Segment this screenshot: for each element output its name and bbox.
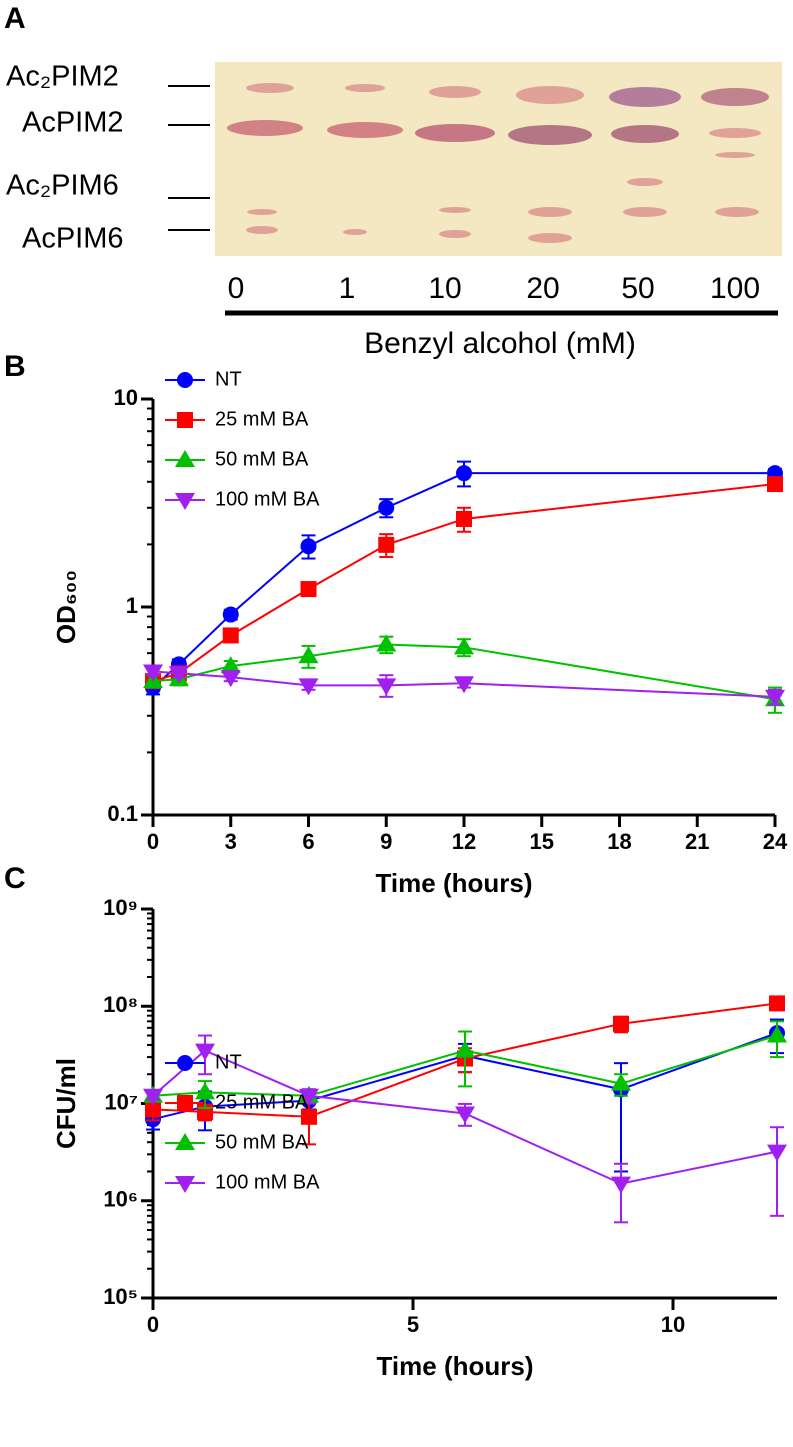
legend-label: 25 mM BA bbox=[215, 1091, 309, 1113]
x-tick-label: 5 bbox=[407, 1312, 419, 1337]
x-axis-title: Benzyl alcohol (mM) bbox=[364, 327, 636, 360]
marker bbox=[143, 664, 163, 682]
marker bbox=[222, 606, 239, 623]
y-tick-label: 10 bbox=[114, 385, 138, 410]
band-label: AcPIM2 bbox=[22, 107, 124, 139]
band-label: Ac₂PIM6 bbox=[6, 170, 119, 202]
marker bbox=[298, 678, 319, 696]
marker bbox=[454, 637, 474, 655]
marker bbox=[300, 581, 317, 598]
marker bbox=[175, 1133, 195, 1150]
lane-label: 0 bbox=[228, 272, 245, 305]
marker bbox=[300, 538, 317, 555]
x-tick-label: 3 bbox=[225, 829, 237, 854]
x-tick-label: 21 bbox=[685, 829, 709, 854]
legend-label: 100 mM BA bbox=[215, 488, 320, 510]
marker bbox=[143, 1088, 163, 1106]
marker bbox=[220, 656, 241, 674]
marker bbox=[454, 676, 474, 694]
series-line bbox=[152, 1034, 778, 1097]
legend-label: 100 mM BA bbox=[215, 1171, 320, 1193]
legend-label: 25 mM BA bbox=[215, 408, 309, 430]
marker bbox=[301, 1108, 317, 1125]
x-tick-label: 6 bbox=[302, 829, 314, 854]
legend-label: NT bbox=[215, 368, 242, 390]
x-tick-label: 0 bbox=[147, 829, 159, 854]
marker bbox=[222, 627, 239, 644]
marker bbox=[455, 1040, 475, 1058]
error-bar bbox=[770, 1126, 784, 1217]
marker bbox=[177, 1095, 193, 1111]
y-tick-label: 1 bbox=[126, 593, 138, 618]
y-tick-label: 10⁷ bbox=[104, 1089, 138, 1114]
panel-label: B bbox=[4, 350, 26, 383]
legend-label: NT bbox=[215, 1051, 242, 1073]
lane-label: 10 bbox=[428, 272, 461, 305]
marker bbox=[376, 634, 397, 652]
y-axis-title: CFU/ml bbox=[51, 1058, 81, 1149]
x-tick-label: 0 bbox=[147, 1312, 159, 1337]
marker bbox=[769, 995, 785, 1012]
marker bbox=[145, 1101, 161, 1118]
marker bbox=[195, 1043, 215, 1061]
marker bbox=[220, 670, 241, 688]
marker bbox=[767, 476, 783, 493]
marker bbox=[611, 1073, 631, 1091]
legend-label: 50 mM BA bbox=[215, 1131, 309, 1153]
panel-label: A bbox=[4, 2, 26, 35]
marker bbox=[767, 1025, 787, 1043]
lane-label: 100 bbox=[710, 272, 760, 305]
y-tick-label: 0.1 bbox=[107, 801, 138, 826]
marker bbox=[175, 450, 195, 467]
series-line bbox=[152, 1049, 778, 1185]
marker bbox=[175, 1176, 195, 1193]
legend-label: 50 mM BA bbox=[215, 448, 309, 470]
series-line bbox=[152, 1032, 778, 1121]
marker bbox=[175, 493, 195, 510]
y-tick-label: 10⁸ bbox=[103, 992, 138, 1017]
x-tick-label: 15 bbox=[530, 829, 554, 854]
band-label: Ac₂PIM2 bbox=[6, 61, 119, 93]
panel-label: C bbox=[4, 862, 26, 895]
lane-label: 20 bbox=[526, 272, 559, 305]
series-line bbox=[152, 1002, 778, 1118]
marker bbox=[456, 465, 472, 482]
x-tick-label: 12 bbox=[452, 829, 476, 854]
marker bbox=[378, 536, 395, 553]
band-ticks bbox=[168, 85, 210, 231]
x-tick-label: 24 bbox=[763, 829, 788, 854]
tlc-plate bbox=[215, 62, 782, 256]
marker bbox=[767, 1144, 787, 1162]
marker bbox=[611, 1176, 631, 1194]
y-tick-label: 10⁵ bbox=[103, 1284, 138, 1309]
band-label: AcPIM6 bbox=[22, 223, 124, 255]
y-axis-title: OD₆₀₀ bbox=[51, 570, 81, 644]
marker bbox=[177, 372, 193, 388]
marker bbox=[298, 646, 319, 664]
x-tick-label: 18 bbox=[607, 829, 631, 854]
marker bbox=[168, 666, 189, 684]
x-tick-label: 9 bbox=[380, 829, 392, 854]
marker bbox=[177, 1055, 193, 1071]
x-axis-title: Time (hours) bbox=[377, 1351, 534, 1381]
marker bbox=[195, 1082, 215, 1100]
marker bbox=[378, 499, 395, 516]
marker bbox=[613, 1015, 629, 1032]
marker bbox=[455, 1106, 475, 1124]
lane-label: 50 bbox=[621, 272, 654, 305]
marker bbox=[765, 689, 785, 707]
marker bbox=[376, 678, 397, 696]
marker bbox=[456, 510, 472, 527]
lane-label: 1 bbox=[339, 272, 356, 305]
y-tick-label: 10⁶ bbox=[103, 1187, 138, 1212]
marker bbox=[299, 1088, 319, 1106]
y-tick-label: 10⁹ bbox=[103, 895, 138, 920]
marker bbox=[177, 412, 193, 428]
x-tick-label: 10 bbox=[661, 1312, 685, 1337]
x-axis-title: Time (hours) bbox=[376, 868, 533, 898]
